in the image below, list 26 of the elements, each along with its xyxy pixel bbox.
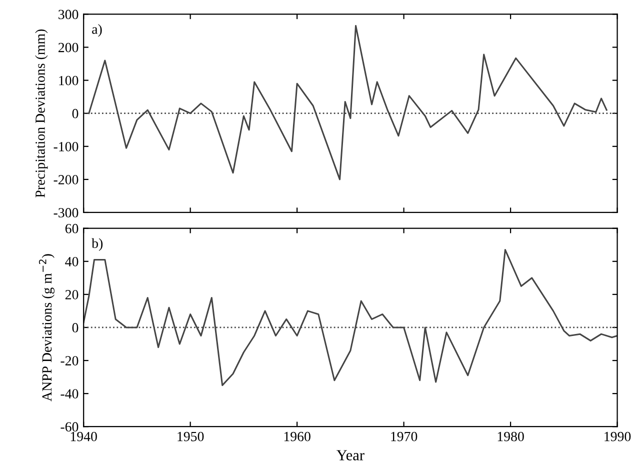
y-tick-label: -40 (60, 389, 78, 399)
x-tick-label: 1950 (178, 432, 204, 442)
x-axis-title: Year (336, 450, 364, 460)
x-tick-label: 1990 (604, 432, 631, 442)
y-tick-label: -100 (54, 142, 78, 152)
x-tick-label: 1970 (391, 432, 418, 442)
y-tick-label: 300 (58, 10, 78, 20)
y-tick-label: 0 (72, 108, 78, 118)
y-tick-label: -200 (54, 175, 78, 184)
y-tick-label: 60 (65, 224, 78, 234)
x-tick-label: 1940 (70, 432, 97, 442)
y-axis-title: Precipitation Deviations (mm) (35, 29, 48, 198)
y-tick-label: -60 (60, 422, 78, 432)
annotation: b) (92, 238, 103, 251)
y-tick-label: -300 (54, 208, 78, 218)
y-tick-label: -20 (60, 356, 78, 366)
line-series (84, 249, 618, 386)
annotation: a) (92, 24, 102, 37)
x-tick-label: 1960 (284, 432, 310, 442)
y-tick-label: 100 (59, 76, 78, 86)
y-tick-label: 20 (65, 290, 78, 300)
y-axis-title: ANPP Deviations (g m$^{−2}$) (38, 254, 54, 402)
y-tick-label: 0 (72, 323, 78, 332)
y-tick-label: 40 (65, 256, 78, 266)
y-tick-label: 200 (58, 42, 78, 52)
x-tick-label: 1980 (498, 432, 524, 442)
